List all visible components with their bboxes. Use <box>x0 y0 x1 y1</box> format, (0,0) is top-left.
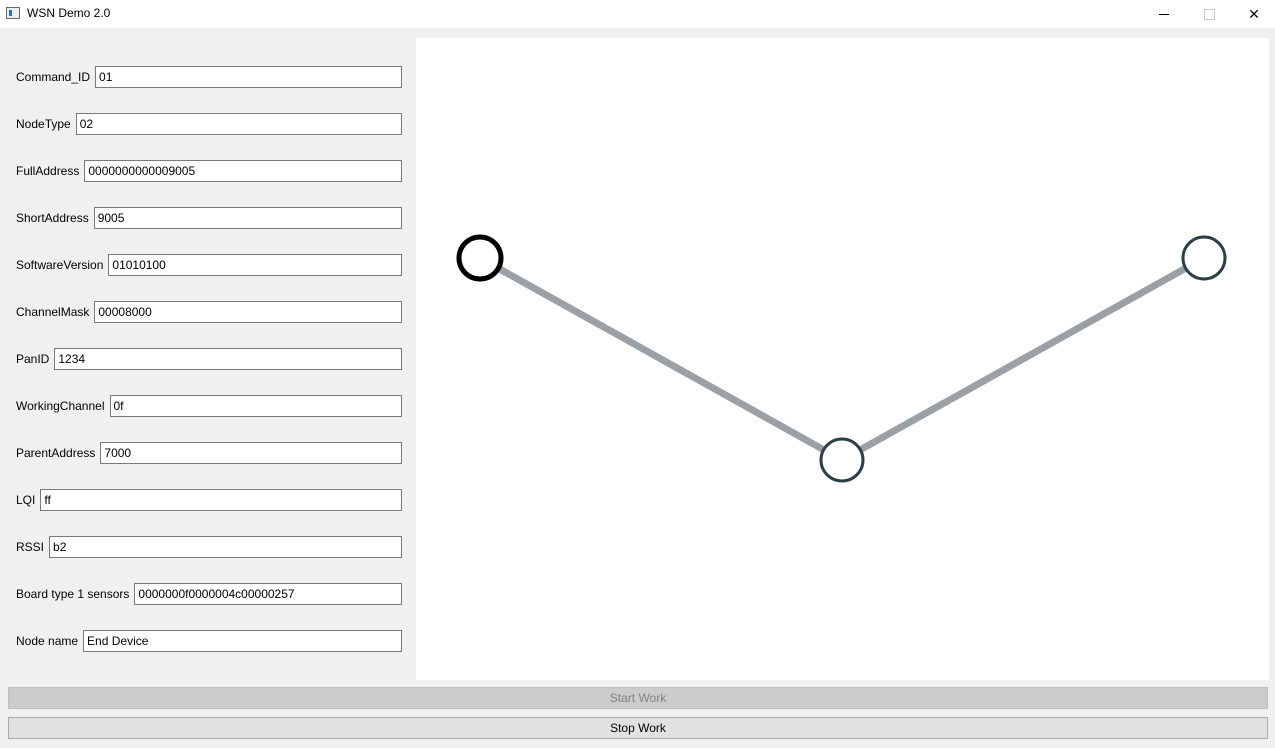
rssi-label: RSSI <box>16 540 45 554</box>
network-link <box>840 254 1206 464</box>
network-node[interactable] <box>1181 235 1227 281</box>
full-address-input[interactable] <box>84 160 402 182</box>
network-link <box>478 254 844 464</box>
lqi-label: LQI <box>16 493 36 507</box>
field-lqi: LQI <box>16 489 402 511</box>
stop-work-button[interactable]: Stop Work <box>8 717 1268 739</box>
field-software-version: SoftwareVersion <box>16 254 402 276</box>
title-bar: WSN Demo 2.0 ✕ <box>0 0 1275 28</box>
field-board-type-sensors: Board type 1 sensors <box>16 583 402 605</box>
working-channel-input[interactable] <box>109 395 402 417</box>
network-graph-canvas[interactable] <box>416 38 1269 680</box>
software-version-input[interactable] <box>108 254 402 276</box>
pan-id-label: PanID <box>16 352 50 366</box>
field-parent-address: ParentAddress <box>16 442 402 464</box>
node-type-input[interactable] <box>75 113 402 135</box>
field-channel-mask: ChannelMask <box>16 301 402 323</box>
rssi-input[interactable] <box>49 536 402 558</box>
working-channel-label: WorkingChannel <box>16 399 105 413</box>
software-version-label: SoftwareVersion <box>16 258 104 272</box>
app-icon <box>6 7 20 19</box>
short-address-label: ShortAddress <box>16 211 89 225</box>
board-type-sensors-input[interactable] <box>134 583 402 605</box>
field-working-channel: WorkingChannel <box>16 395 402 417</box>
start-work-button[interactable]: Start Work <box>8 687 1268 709</box>
lqi-input[interactable] <box>40 489 402 511</box>
full-address-label: FullAddress <box>16 164 80 178</box>
parent-address-input[interactable] <box>100 442 402 464</box>
node-name-label: Node name <box>16 634 79 648</box>
network-node-selected[interactable] <box>456 234 504 282</box>
short-address-input[interactable] <box>93 207 402 229</box>
channel-mask-input[interactable] <box>94 301 402 323</box>
window-title: WSN Demo 2.0 <box>27 6 111 20</box>
command-id-input[interactable] <box>95 66 402 88</box>
parent-address-label: ParentAddress <box>16 446 96 460</box>
field-node-name: Node name <box>16 630 402 652</box>
field-rssi: RSSI <box>16 536 402 558</box>
field-full-address: FullAddress <box>16 160 402 182</box>
minimize-button[interactable] <box>1141 0 1187 28</box>
pan-id-input[interactable] <box>54 348 402 370</box>
maximize-icon <box>1203 8 1215 20</box>
node-type-label: NodeType <box>16 117 71 131</box>
command-id-label: Command_ID <box>16 70 91 84</box>
board-type-sensors-label: Board type 1 sensors <box>16 587 130 601</box>
maximize-button[interactable] <box>1186 0 1232 28</box>
node-name-input[interactable] <box>83 630 402 652</box>
minimize-icon <box>1159 13 1169 15</box>
close-button[interactable]: ✕ <box>1231 0 1275 28</box>
field-command-id: Command_ID <box>16 66 402 88</box>
network-graph <box>456 234 1227 483</box>
field-pan-id: PanID <box>16 348 402 370</box>
channel-mask-label: ChannelMask <box>16 305 90 319</box>
network-node[interactable] <box>819 437 865 483</box>
field-node-type: NodeType <box>16 113 402 135</box>
close-icon: ✕ <box>1248 5 1260 22</box>
field-short-address: ShortAddress <box>16 207 402 229</box>
